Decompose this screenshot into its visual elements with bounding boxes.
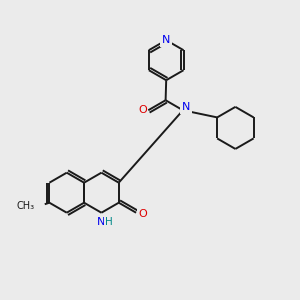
Text: N: N (182, 102, 190, 112)
Text: H: H (106, 217, 113, 226)
Text: O: O (138, 209, 147, 219)
Text: N: N (162, 35, 170, 45)
Text: N: N (97, 217, 105, 226)
Text: CH₃: CH₃ (17, 201, 35, 211)
Text: O: O (138, 105, 147, 115)
